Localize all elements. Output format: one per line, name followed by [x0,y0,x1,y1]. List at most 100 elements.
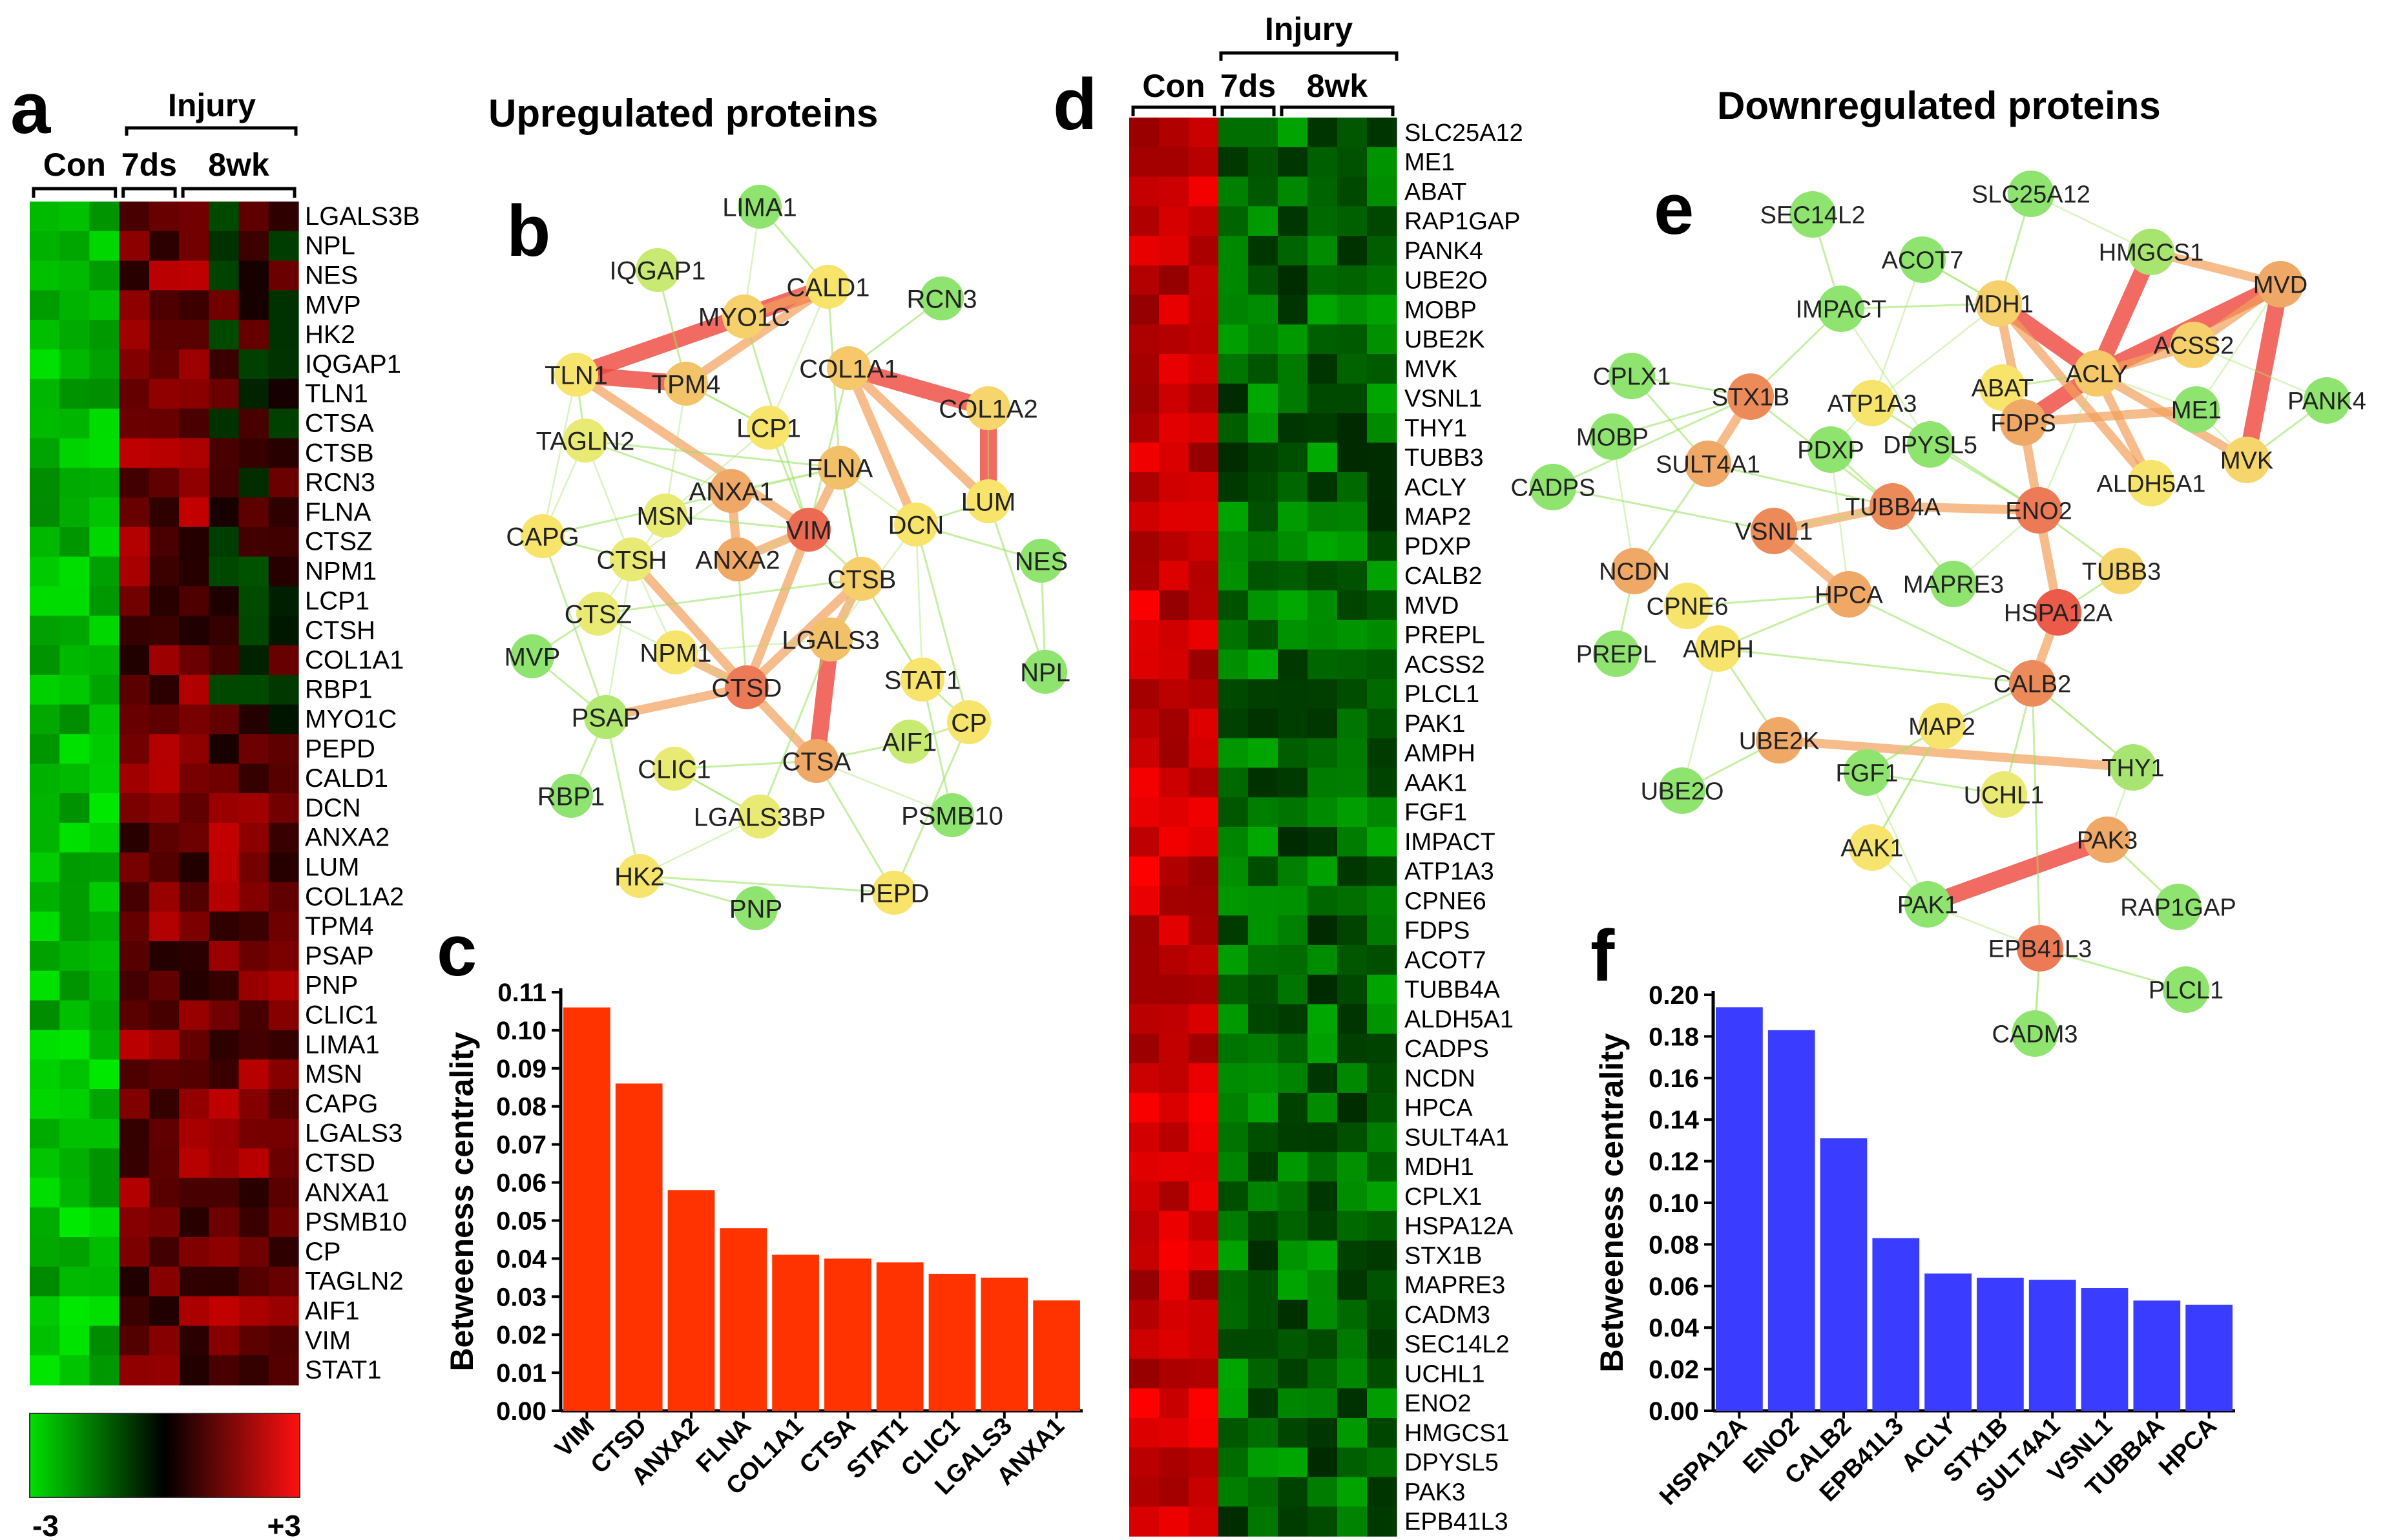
heatmap-cell [119,1207,150,1238]
heatmap-cell [1248,383,1278,414]
heatmap-cell [1367,974,1397,1005]
network-edge [893,721,970,894]
heatmap-cell [209,231,240,262]
network-edge [639,815,760,877]
node-label: LCP1 [736,414,801,442]
heatmap-cell [1218,295,1249,325]
network-node [947,700,991,744]
heatmap-cell [268,1207,299,1238]
heatmap-cell [1278,738,1308,769]
heatmap-cell [119,1089,150,1119]
heatmap-cell [1159,1063,1189,1094]
heatmap-cell [149,793,180,824]
heatmap-cell [209,882,240,912]
heatmap-cell [1218,413,1249,443]
bar [1924,1273,1972,1411]
gene-label: LIMA1 [305,1030,380,1059]
network-node [1751,508,1797,554]
heatmap-cell [89,1178,120,1208]
network-node [2008,171,2054,217]
heatmap-cell [1189,886,1219,916]
heatmap-cell [1218,856,1249,887]
heatmap-cell [1337,649,1368,680]
heatmap-cell [1307,709,1338,739]
heatmap-cell [1307,413,1338,443]
heatmap-cell [1367,1418,1397,1448]
heatmap-cell [1367,619,1397,650]
heatmap-cell [1278,472,1308,503]
heatmap-cell [1367,915,1397,946]
heatmap-cell [1159,324,1189,355]
network-node [2098,548,2145,594]
heatmap-cell [1159,767,1189,798]
heatmap-cell [1248,1034,1278,1064]
heatmap-cell [30,911,60,942]
heatmap-cell [179,911,209,942]
gene-label: NPL [305,232,355,260]
heatmap-cell [89,290,120,320]
network-edge [2031,682,2041,950]
heatmap-cell [268,202,299,232]
network-node [2012,1010,2058,1057]
panel-letter-f: f [1590,915,1615,996]
heatmap-cell [1337,1092,1368,1123]
heatmap-cell [1189,797,1219,827]
heatmap-cell [1307,501,1338,532]
group-headers-d: Con 7ds 8wk [1131,68,1395,116]
gene-label: PAK3 [1404,1479,1465,1506]
heatmap-cell [179,970,209,1001]
heatmap-cell [1248,619,1278,650]
heatmap-cell [179,852,209,882]
heatmap-cell [209,1089,240,1119]
heatmap-cell [179,1030,209,1060]
heatmap-cell [1189,501,1219,532]
heatmap-cell [1337,767,1368,798]
heatmap-cell [1337,827,1368,857]
heatmap-cell [89,704,120,734]
heatmap-cell [1307,236,1338,266]
heatmap-cell [1129,531,1160,561]
heatmap-cell [1337,442,1368,473]
heatmap-cell [89,231,120,262]
heatmap-cell [1367,118,1397,148]
network-node [795,739,838,783]
heatmap-cell [1189,1418,1219,1448]
heatmap-cell [1248,679,1278,709]
heatmap-cell [1307,974,1338,1005]
gene-label: MAPRE3 [1404,1272,1505,1299]
network-node [901,658,944,702]
heatmap-cell [238,734,269,764]
heatmap-cell [268,852,299,882]
heatmap-cell [1367,886,1397,916]
bar [615,1083,663,1411]
network-node [2304,377,2350,424]
heatmap-cell [119,349,150,380]
x-tick-label: HPCA [2154,1413,2222,1481]
heatmap-cell [1337,886,1368,916]
heatmap-cell [89,822,120,853]
heatmap-cell [1278,1240,1308,1271]
heatmap-cell [1367,856,1397,887]
gene-label: DCN [305,794,361,822]
heatmap-cell [1367,1270,1397,1300]
bar [2028,1280,2076,1411]
node-label: SLC25A12 [1972,182,2090,209]
heatmap-cell [30,1326,60,1356]
heatmap-cell [1278,118,1308,148]
heatmap-cell [1189,324,1219,355]
heatmap-cell [1189,1092,1219,1123]
gene-label: TUBB4A [1404,977,1500,1004]
node-label: IQGAP1 [610,256,706,285]
heatmap-cell [30,349,60,380]
network-node [618,854,661,898]
heatmap-cell [1218,1300,1249,1330]
network-node [1869,483,1916,530]
gene-label: COL1A2 [305,882,404,911]
heatmap-cell [179,586,209,616]
heatmap-cell [209,1355,240,1386]
heatmap-cell [1367,1211,1397,1242]
heatmap-cell [1218,354,1249,384]
group-label: Con [1142,68,1205,104]
heatmap-cell [1159,1092,1189,1123]
heatmap-cell [119,941,150,972]
